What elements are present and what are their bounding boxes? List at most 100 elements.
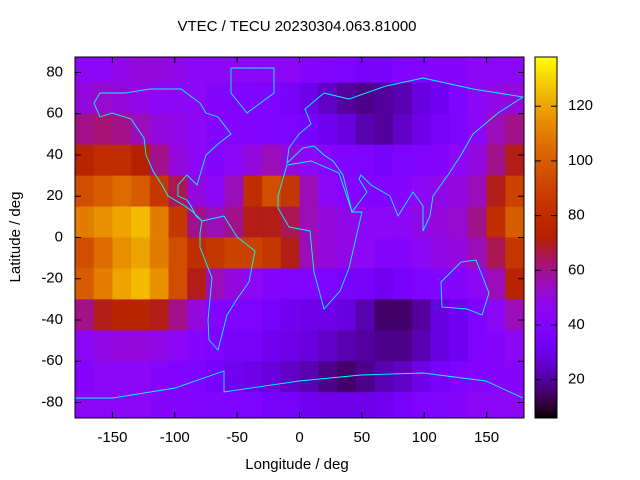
heat-cell bbox=[393, 361, 413, 393]
heat-cell bbox=[486, 392, 506, 418]
heat-cell bbox=[280, 361, 300, 393]
heat-cell bbox=[336, 268, 357, 300]
heat-cell bbox=[149, 175, 170, 208]
x-tick-label: -50 bbox=[226, 429, 248, 446]
heat-cell bbox=[505, 82, 524, 115]
heat-cell bbox=[336, 57, 357, 84]
heat-cell bbox=[449, 268, 469, 300]
heat-cell bbox=[505, 361, 524, 393]
heat-cell bbox=[299, 330, 319, 362]
heat-cell bbox=[374, 82, 394, 115]
heat-cell bbox=[467, 144, 488, 177]
heat-cell bbox=[299, 82, 319, 115]
heat-cell bbox=[243, 206, 263, 238]
heat-cell bbox=[75, 268, 95, 300]
heat-cell bbox=[505, 113, 524, 146]
y-tick-label: 60 bbox=[46, 105, 63, 122]
heat-cell bbox=[112, 237, 132, 269]
heat-cell bbox=[467, 82, 488, 115]
y-tick-label: -20 bbox=[41, 270, 63, 287]
heat-cell bbox=[131, 175, 151, 208]
heat-cell bbox=[336, 299, 357, 331]
heat-cell bbox=[449, 175, 469, 208]
heat-cell bbox=[318, 175, 338, 208]
coastline bbox=[440, 259, 490, 316]
heat-cell bbox=[467, 237, 488, 269]
heat-cell bbox=[467, 206, 488, 238]
heat-cell bbox=[430, 82, 450, 115]
heat-cell bbox=[112, 113, 132, 146]
heat-cell bbox=[467, 175, 488, 208]
heat-cell bbox=[505, 299, 524, 331]
heat-cell bbox=[411, 82, 431, 115]
heat-cell bbox=[449, 57, 469, 84]
heat-cell bbox=[205, 237, 226, 269]
heat-cell bbox=[187, 392, 207, 418]
heat-cell bbox=[280, 113, 300, 146]
heat-cell bbox=[187, 299, 207, 331]
heat-cell bbox=[411, 330, 431, 362]
heat-cell bbox=[355, 175, 375, 208]
heat-cell bbox=[374, 330, 394, 362]
heat-cell bbox=[93, 361, 113, 393]
colorbar-tick-label: 100 bbox=[568, 152, 593, 169]
colorbar-tick-label: 20 bbox=[568, 371, 585, 388]
heat-cell bbox=[93, 206, 113, 238]
heat-cell bbox=[486, 330, 506, 362]
heat-cell bbox=[411, 57, 431, 84]
heat-cell bbox=[131, 113, 151, 146]
heat-cell bbox=[355, 299, 375, 331]
heat-cell bbox=[262, 361, 282, 393]
heat-cell bbox=[336, 206, 357, 238]
heat-cell bbox=[205, 268, 226, 300]
heat-cell bbox=[449, 299, 469, 331]
heat-cell bbox=[205, 113, 226, 146]
heat-cell bbox=[224, 82, 244, 115]
heat-cell bbox=[374, 57, 394, 84]
heat-cell bbox=[299, 361, 319, 393]
heat-cell bbox=[243, 175, 263, 208]
heat-cell bbox=[168, 82, 188, 115]
heat-cell bbox=[131, 392, 151, 418]
heat-cell bbox=[393, 392, 413, 418]
heat-cell bbox=[355, 268, 375, 300]
heat-cell bbox=[505, 330, 524, 362]
heat-cell bbox=[75, 361, 95, 393]
heat-cell bbox=[187, 330, 207, 362]
heat-cell bbox=[243, 361, 263, 393]
heat-cell bbox=[467, 361, 488, 393]
coastline bbox=[277, 160, 363, 310]
heat-cell bbox=[505, 268, 524, 300]
x-tick-label: 100 bbox=[412, 429, 437, 446]
heat-cell bbox=[243, 237, 263, 269]
heat-cell bbox=[299, 268, 319, 300]
heat-cell bbox=[93, 175, 113, 208]
heat-cell bbox=[205, 330, 226, 362]
heat-cell bbox=[149, 299, 170, 331]
heat-cell bbox=[112, 268, 132, 300]
heat-cell bbox=[262, 237, 282, 269]
heat-cell bbox=[393, 113, 413, 146]
y-tick-label: -40 bbox=[41, 311, 63, 328]
y-tick-label: 20 bbox=[46, 187, 63, 204]
heat-cell bbox=[411, 113, 431, 146]
heat-cell bbox=[187, 237, 207, 269]
heat-cell bbox=[168, 361, 188, 393]
heat-cell bbox=[505, 206, 524, 238]
y-tick-label: 0 bbox=[55, 228, 63, 245]
heat-cell bbox=[75, 330, 95, 362]
heat-cell bbox=[262, 268, 282, 300]
heat-cell bbox=[224, 299, 244, 331]
heat-cell bbox=[486, 144, 506, 177]
heat-cell bbox=[75, 113, 95, 146]
heat-cell bbox=[299, 392, 319, 418]
chart-title: VTEC / TECU 20230304.063.81000 bbox=[177, 18, 416, 35]
coastline bbox=[286, 77, 524, 232]
heat-cell bbox=[430, 57, 450, 84]
heat-cell bbox=[243, 299, 263, 331]
heat-cell bbox=[112, 57, 132, 84]
heat-cell bbox=[430, 299, 450, 331]
heat-cell bbox=[112, 392, 132, 418]
heat-cell bbox=[168, 57, 188, 84]
coastline bbox=[93, 88, 232, 222]
